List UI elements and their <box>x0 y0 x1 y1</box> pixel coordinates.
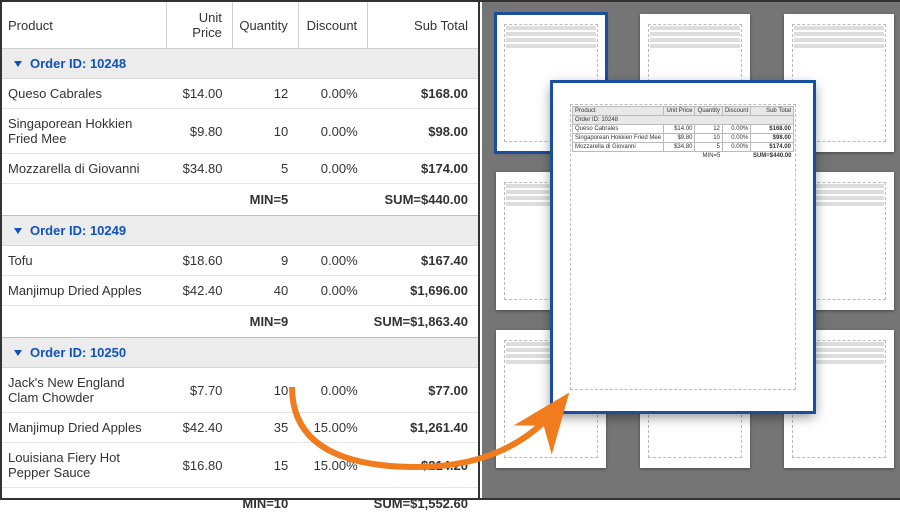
group-header[interactable]: Order ID: 10250 <box>2 338 478 368</box>
cell-sub: $214.20 <box>368 443 478 488</box>
summary-min: MIN=10 <box>232 488 298 519</box>
summary-sum: SUM=$1,552.60 <box>368 488 478 519</box>
col-quantity[interactable]: Quantity <box>232 2 298 49</box>
summary-sum: SUM=$440.00 <box>368 184 478 216</box>
group-summary: MIN=5 SUM=$440.00 <box>2 184 478 216</box>
col-discount[interactable]: Discount <box>298 2 367 49</box>
group-summary: MIN=10 SUM=$1,552.60 <box>2 488 478 519</box>
cell-qty: 15 <box>232 443 298 488</box>
data-grid: Product Unit Price Quantity Discount Sub… <box>2 2 480 498</box>
summary-min: MIN=9 <box>232 306 298 338</box>
col-unit-price[interactable]: Unit Price <box>166 2 232 49</box>
cell-sub: $1,261.40 <box>368 413 478 443</box>
cell-price: $18.60 <box>166 246 232 276</box>
cell-price: $7.70 <box>166 368 232 413</box>
cell-product: Mozzarella di Giovanni <box>2 154 166 184</box>
chevron-down-icon <box>14 228 22 234</box>
table-row[interactable]: Jack's New England Clam Chowder$7.70100.… <box>2 368 478 413</box>
cell-product: Manjimup Dried Apples <box>2 276 166 306</box>
print-preview-panel: ProductUnit PriceQuantityDiscountSub Tot… <box>482 2 900 498</box>
cell-qty: 12 <box>232 79 298 109</box>
cell-price: $34.80 <box>166 154 232 184</box>
thumb-rows <box>506 26 596 50</box>
cell-price: $14.00 <box>166 79 232 109</box>
group-label: Order ID: 10249 <box>30 223 126 238</box>
table-header: Product Unit Price Quantity Discount Sub… <box>2 2 478 49</box>
cell-qty: 9 <box>232 246 298 276</box>
table-row[interactable]: Manjimup Dried Apples$42.403515.00%$1,26… <box>2 413 478 443</box>
chevron-down-icon <box>14 350 22 356</box>
group-label: Order ID: 10250 <box>30 345 126 360</box>
cell-product: Queso Cabrales <box>2 79 166 109</box>
cell-disc: 0.00% <box>298 246 367 276</box>
table-row[interactable]: Mozzarella di Giovanni$34.8050.00%$174.0… <box>2 154 478 184</box>
cell-disc: 0.00% <box>298 276 367 306</box>
thumb-rows <box>794 26 884 50</box>
cell-sub: $167.40 <box>368 246 478 276</box>
cell-sub: $98.00 <box>368 109 478 154</box>
cell-qty: 40 <box>232 276 298 306</box>
table-row[interactable]: Manjimup Dried Apples$42.40400.00%$1,696… <box>2 276 478 306</box>
cell-sub: $168.00 <box>368 79 478 109</box>
cell-qty: 35 <box>232 413 298 443</box>
cell-product: Louisiana Fiery Hot Pepper Sauce <box>2 443 166 488</box>
thumb-rows <box>650 26 740 50</box>
page-preview-large[interactable]: ProductUnit PriceQuantityDiscountSub Tot… <box>552 82 814 412</box>
cell-disc: 15.00% <box>298 443 367 488</box>
table-row[interactable]: Singaporean Hokkien Fried Mee$9.80100.00… <box>2 109 478 154</box>
table-row[interactable]: Louisiana Fiery Hot Pepper Sauce$16.8015… <box>2 443 478 488</box>
group-label: Order ID: 10248 <box>30 56 126 71</box>
group-summary: MIN=9 SUM=$1,863.40 <box>2 306 478 338</box>
cell-product: Singaporean Hokkien Fried Mee <box>2 109 166 154</box>
group-header[interactable]: Order ID: 10249 <box>2 216 478 246</box>
cell-qty: 10 <box>232 109 298 154</box>
summary-min: MIN=5 <box>232 184 298 216</box>
cell-disc: 0.00% <box>298 109 367 154</box>
cell-sub: $1,696.00 <box>368 276 478 306</box>
cell-product: Tofu <box>2 246 166 276</box>
cell-sub: $77.00 <box>368 368 478 413</box>
cell-product: Manjimup Dried Apples <box>2 413 166 443</box>
table-row[interactable]: Queso Cabrales$14.00120.00%$168.00 <box>2 79 478 109</box>
cell-disc: 0.00% <box>298 154 367 184</box>
cell-price: $42.40 <box>166 276 232 306</box>
cell-qty: 5 <box>232 154 298 184</box>
preview-content: ProductUnit PriceQuantityDiscountSub Tot… <box>572 106 794 160</box>
col-subtotal[interactable]: Sub Total <box>368 2 478 49</box>
cell-price: $42.40 <box>166 413 232 443</box>
cell-qty: 10 <box>232 368 298 413</box>
cell-product: Jack's New England Clam Chowder <box>2 368 166 413</box>
cell-disc: 0.00% <box>298 368 367 413</box>
table-row[interactable]: Tofu$18.6090.00%$167.40 <box>2 246 478 276</box>
cell-disc: 15.00% <box>298 413 367 443</box>
group-header[interactable]: Order ID: 10248 <box>2 49 478 79</box>
cell-price: $9.80 <box>166 109 232 154</box>
col-product[interactable]: Product <box>2 2 166 49</box>
orders-table: Product Unit Price Quantity Discount Sub… <box>2 2 478 519</box>
chevron-down-icon <box>14 61 22 67</box>
cell-sub: $174.00 <box>368 154 478 184</box>
cell-disc: 0.00% <box>298 79 367 109</box>
cell-price: $16.80 <box>166 443 232 488</box>
summary-sum: SUM=$1,863.40 <box>368 306 478 338</box>
